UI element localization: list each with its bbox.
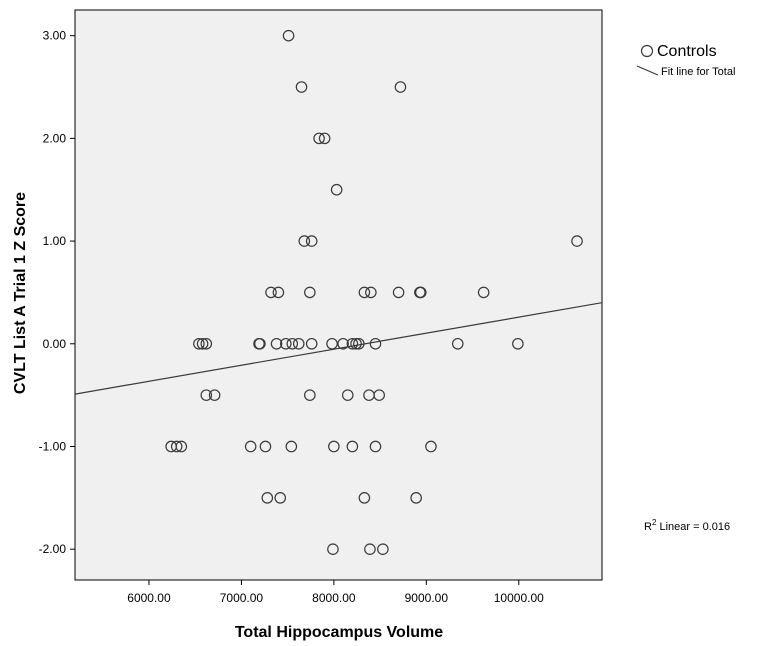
legend-marker-controls xyxy=(640,44,654,58)
data-point xyxy=(285,440,298,453)
fit-line xyxy=(75,302,602,395)
r-squared-annotation: R2 Linear = 0.016 xyxy=(644,518,730,533)
legend-line-fit xyxy=(636,65,659,76)
x-tick-label: 10000.00 xyxy=(494,591,544,605)
data-point xyxy=(305,337,318,350)
data-point xyxy=(346,440,359,453)
data-point xyxy=(394,81,407,93)
data-point xyxy=(392,286,405,299)
data-point xyxy=(170,440,183,453)
data-point xyxy=(175,440,188,453)
data-point xyxy=(304,286,316,299)
data-point xyxy=(350,337,362,350)
chart-marks xyxy=(75,29,602,555)
plot-area xyxy=(74,9,603,581)
data-point xyxy=(353,337,365,350)
data-point xyxy=(254,337,266,350)
data-point xyxy=(364,543,376,555)
x-tick-label: 9000.00 xyxy=(405,591,449,605)
r-squared-text: Linear = 0.016 xyxy=(656,521,730,533)
x-tick-label: 6000.00 xyxy=(127,591,171,605)
data-point xyxy=(193,337,205,350)
data-point xyxy=(451,337,464,350)
y-tick-label: 1.00 xyxy=(43,234,67,248)
data-point xyxy=(305,235,318,247)
y-axis-ticks: -2.00 -1.00 0.00 1.00 2.00 3.00 xyxy=(39,29,75,556)
data-point xyxy=(295,81,308,93)
data-point xyxy=(425,440,437,453)
data-point xyxy=(377,543,389,555)
data-point xyxy=(410,492,422,504)
data-point xyxy=(414,286,427,299)
y-tick-label: -2.00 xyxy=(39,542,67,556)
r-squared-prefix: R xyxy=(644,521,652,533)
data-point xyxy=(274,492,287,504)
data-point xyxy=(337,337,349,350)
data-point xyxy=(259,440,272,453)
data-point xyxy=(265,286,277,299)
x-axis-ticks: 6000.00 7000.00 8000.00 9000.00 10000.00 xyxy=(127,580,544,605)
data-point xyxy=(373,389,385,401)
data-point xyxy=(292,337,305,350)
data-point xyxy=(200,337,213,350)
data-point xyxy=(369,440,382,453)
y-tick-label: 0.00 xyxy=(43,337,67,351)
data-point xyxy=(298,235,311,247)
data-point xyxy=(327,543,339,555)
data-point xyxy=(313,132,325,145)
data-point xyxy=(369,337,382,350)
data-point xyxy=(272,286,285,299)
legend: Controls Fit line for Total xyxy=(636,43,735,78)
data-point xyxy=(571,235,583,247)
data-point xyxy=(208,389,221,401)
data-point xyxy=(358,492,371,504)
data-point xyxy=(286,337,299,350)
data-point xyxy=(365,286,377,299)
y-tick-label: -1.00 xyxy=(39,439,67,453)
x-axis-title: Total Hippocampus Volume xyxy=(235,624,443,641)
data-point xyxy=(477,286,490,299)
data-point xyxy=(196,337,209,350)
data-point xyxy=(346,337,359,350)
legend-label-controls: Controls xyxy=(657,43,717,60)
data-point xyxy=(282,29,295,42)
data-point xyxy=(341,389,354,401)
x-tick-label: 7000.00 xyxy=(220,591,264,605)
data-point xyxy=(304,389,316,401)
data-point xyxy=(318,132,331,145)
legend-label-fit-line: Fit line for Total xyxy=(661,66,735,78)
y-tick-label: 3.00 xyxy=(43,29,67,43)
data-point xyxy=(326,337,338,350)
data-point xyxy=(200,389,213,401)
x-tick-label: 8000.00 xyxy=(312,591,356,605)
r-squared-superscript: 2 xyxy=(652,518,657,527)
data-point xyxy=(279,337,292,350)
data-point xyxy=(270,337,283,350)
y-axis-title: CVLT List A Trial 1 Z Score xyxy=(12,192,29,394)
data-point xyxy=(512,337,524,350)
data-point xyxy=(328,440,340,453)
y-tick-label: 2.00 xyxy=(43,131,67,145)
data-point xyxy=(261,492,274,504)
data-point xyxy=(244,440,257,453)
data-point xyxy=(358,286,371,299)
data-point xyxy=(330,183,343,196)
